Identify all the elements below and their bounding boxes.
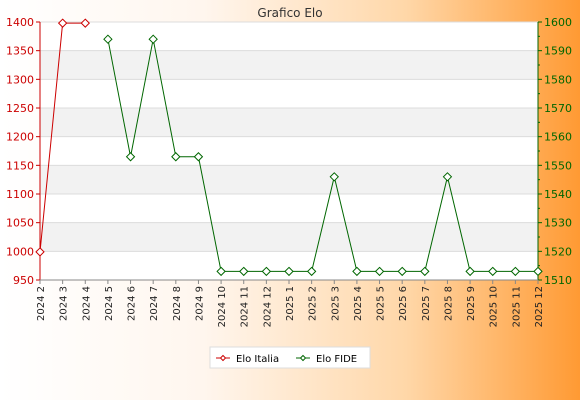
- x-tick-label: 2024 12: [262, 286, 273, 327]
- x-tick-label: 2025 6: [398, 286, 409, 321]
- data-point-elo-fide: [488, 266, 498, 277]
- x-tick-label: 2025 11: [511, 286, 522, 327]
- right-tick-label: 1550: [544, 159, 572, 172]
- data-point-elo-fide: [465, 266, 475, 277]
- right-tick-label: 1540: [544, 188, 572, 201]
- x-tick-label: 2025 10: [489, 286, 500, 327]
- x-tick-label: 2024 4: [81, 286, 92, 321]
- right-tick-label: 1560: [544, 131, 572, 144]
- data-point-elo-fide: [239, 266, 249, 277]
- data-point-elo-fide: [352, 266, 362, 277]
- grid-band: [40, 222, 538, 252]
- x-tick-label: 2024 6: [127, 286, 138, 321]
- left-tick-label: 1100: [6, 188, 34, 201]
- left-tick-label: 1400: [6, 16, 34, 29]
- x-tick-label: 2025 8: [443, 286, 454, 321]
- right-tick-label: 1520: [544, 245, 572, 258]
- legend-swatch-marker-elo-italia: [219, 354, 227, 362]
- data-point-elo-italia: [57, 18, 68, 28]
- grid-band: [40, 165, 538, 194]
- x-tick-label: 2024 5: [104, 286, 115, 321]
- x-tick-label: 2025 12: [534, 286, 545, 327]
- data-point-elo-fide: [533, 266, 543, 277]
- right-tick-label: 1570: [544, 102, 572, 115]
- left-tick-label: 1350: [6, 45, 34, 58]
- data-point-elo-fide: [261, 266, 272, 277]
- chart-title: Grafico Elo: [257, 6, 322, 20]
- data-point-elo-italia: [35, 247, 45, 257]
- x-tick-label: 2025 7: [421, 286, 432, 321]
- left-tick-label: 1050: [6, 217, 34, 230]
- data-point-elo-fide: [193, 152, 204, 162]
- x-tick-label: 2025 4: [353, 286, 364, 321]
- grid-band: [40, 108, 538, 137]
- data-point-elo-fide: [420, 266, 430, 277]
- x-tick-label: 2024 8: [172, 286, 183, 321]
- left-tick-label: 950: [13, 274, 34, 287]
- x-tick-label: 2025 1: [285, 286, 296, 321]
- legend: Elo Italia Elo FIDE: [209, 346, 371, 369]
- left-tick-label: 1000: [6, 245, 34, 258]
- data-point-elo-fide: [171, 152, 181, 162]
- x-tick-label: 2024 9: [194, 286, 205, 321]
- x-tick-label: 2024 10: [217, 286, 228, 327]
- x-tick-label: 2025 3: [330, 286, 341, 321]
- legend-box: [209, 346, 371, 369]
- right-tick-label: 1530: [544, 217, 572, 230]
- left-tick-label: 1150: [6, 159, 34, 172]
- legend-swatch-marker-elo-fide: [299, 354, 307, 362]
- data-point-elo-fide: [397, 266, 407, 277]
- data-point-elo-fide: [125, 152, 136, 162]
- x-tick-label: 2025 2: [308, 286, 319, 321]
- data-point-elo-fide: [329, 172, 339, 182]
- right-tick-label: 1510: [544, 274, 572, 287]
- data-point-elo-fide: [216, 266, 226, 277]
- data-point-elo-fide: [103, 34, 113, 44]
- left-tick-label: 1200: [6, 131, 34, 144]
- left-tick-label: 1300: [6, 73, 34, 86]
- legend-label-elo-italia: Elo Italia: [236, 354, 279, 365]
- data-point-elo-italia: [80, 18, 90, 28]
- x-tick-label: 2025 9: [466, 286, 477, 321]
- data-point-elo-fide: [148, 34, 158, 44]
- right-tick-label: 1600: [544, 16, 572, 29]
- x-tick-label: 2025 5: [376, 286, 387, 321]
- data-point-elo-fide: [374, 266, 385, 277]
- right-tick-label: 1580: [544, 73, 572, 86]
- data-point-elo-fide: [510, 266, 521, 277]
- data-point-elo-fide: [442, 172, 453, 182]
- x-tick-label: 2024 11: [240, 286, 251, 327]
- data-point-elo-fide: [284, 266, 294, 277]
- data-point-elo-fide: [306, 266, 317, 277]
- right-tick-label: 1590: [544, 45, 572, 58]
- left-tick-label: 1250: [6, 102, 34, 115]
- x-tick-label: 2024 7: [149, 286, 160, 321]
- x-tick-label: 2024 3: [59, 286, 70, 321]
- x-tick-label: 2024 2: [36, 286, 47, 321]
- legend-label-elo-fide: Elo FIDE: [316, 354, 357, 365]
- grid-band: [40, 50, 538, 80]
